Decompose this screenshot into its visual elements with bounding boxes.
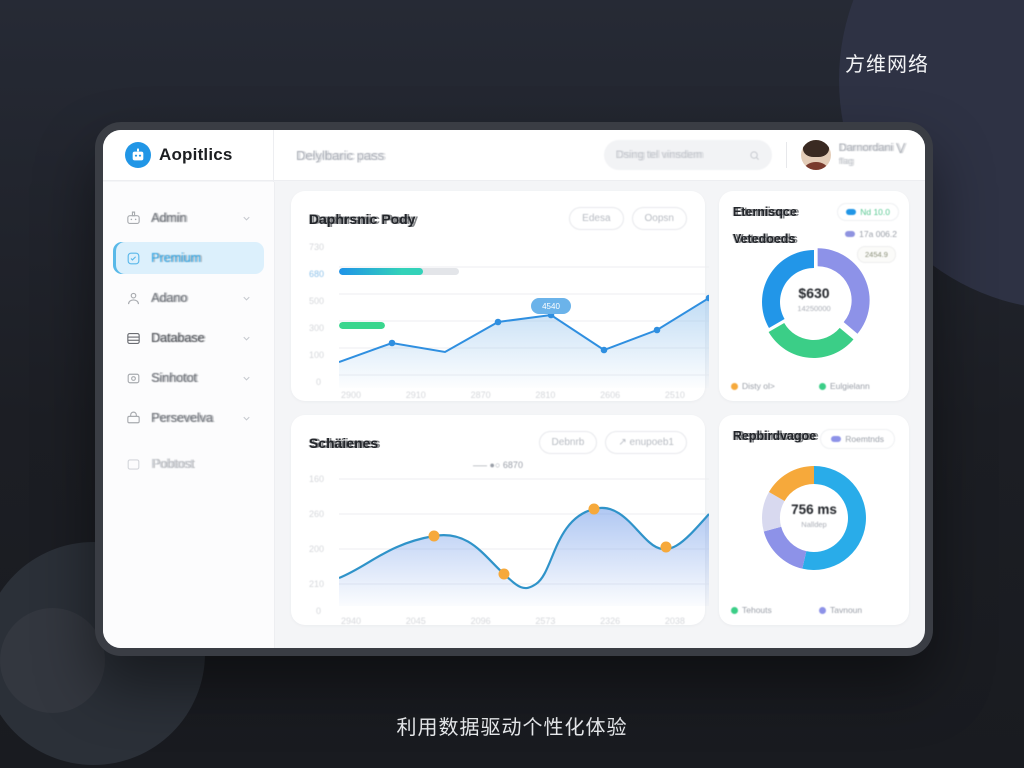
- svg-text:Nalldep: Nalldep: [801, 520, 826, 529]
- svg-text:14250000: 14250000: [797, 304, 830, 313]
- svg-text:$630: $630: [798, 285, 829, 301]
- svg-text:756 ms: 756 ms: [791, 502, 837, 517]
- svg-text:4540: 4540: [542, 302, 560, 311]
